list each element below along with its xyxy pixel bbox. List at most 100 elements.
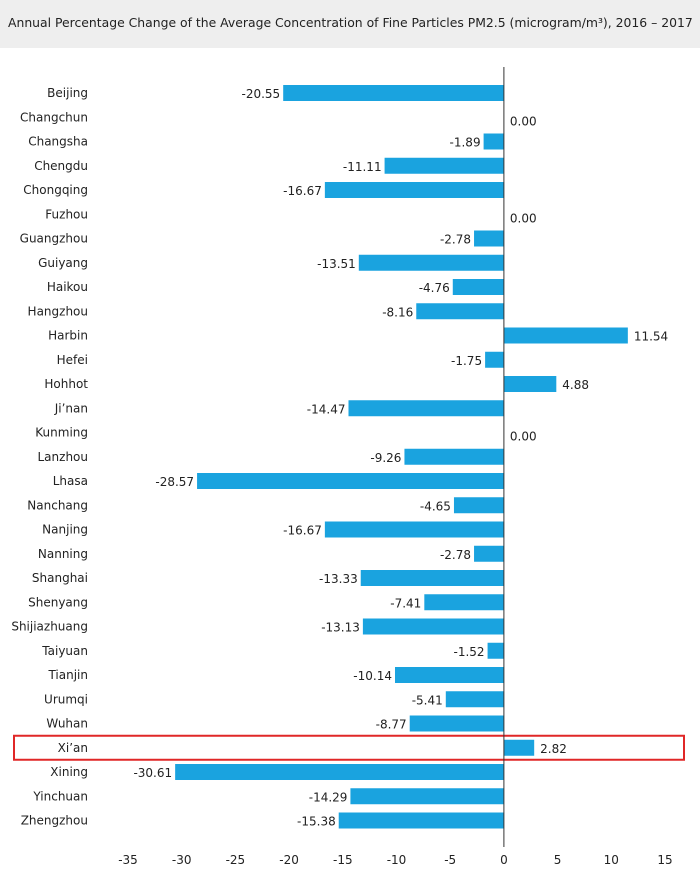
bar <box>485 351 504 368</box>
bar <box>483 133 504 150</box>
category-label: Zhengzhou <box>21 814 88 828</box>
value-label: -4.76 <box>419 281 450 295</box>
value-label: -7.41 <box>390 596 421 610</box>
value-label: 0.00 <box>510 114 537 128</box>
bar <box>453 497 504 514</box>
category-label: Shanghai <box>32 571 88 585</box>
category-label: Fuzhou <box>45 207 88 221</box>
value-label: -16.67 <box>283 184 322 198</box>
category-label: Guiyang <box>38 256 88 270</box>
x-tick-label: -10 <box>387 853 407 867</box>
chart-title: Annual Percentage Change of the Average … <box>8 15 693 30</box>
highlight-box <box>13 734 685 761</box>
category-label: Changchun <box>20 110 88 124</box>
bar <box>503 739 535 756</box>
value-label: -8.16 <box>382 305 413 319</box>
bar <box>404 448 504 465</box>
category-label: Hefei <box>57 353 88 367</box>
x-tick-label: 10 <box>604 853 619 867</box>
bar <box>416 303 504 320</box>
category-label: Chongqing <box>23 183 88 197</box>
bar <box>487 642 504 659</box>
bar <box>503 327 628 344</box>
value-label: -14.29 <box>309 790 348 804</box>
x-tick-label: 5 <box>554 853 562 867</box>
bar <box>324 182 504 198</box>
bar <box>409 715 504 732</box>
bar <box>474 230 504 247</box>
x-tick-label: -30 <box>172 853 192 867</box>
bar <box>424 594 504 611</box>
x-tick-label: 0 <box>500 853 508 867</box>
value-label: -11.11 <box>343 160 382 174</box>
bar <box>283 85 504 101</box>
category-label: Xining <box>50 765 88 779</box>
bar <box>503 376 557 392</box>
x-tick-label: -5 <box>444 853 456 867</box>
bar <box>358 254 504 271</box>
bar <box>348 400 504 417</box>
bar <box>362 618 504 635</box>
category-label: Nanjing <box>42 523 88 537</box>
bar <box>394 667 504 683</box>
value-label: -13.33 <box>319 572 358 586</box>
category-label: Nanchang <box>27 498 88 512</box>
category-label: Wuhan <box>46 717 88 731</box>
x-tick-label: -25 <box>226 853 246 867</box>
value-label: -28.57 <box>155 475 194 489</box>
value-label: -1.75 <box>451 354 482 368</box>
value-label: -30.61 <box>133 766 172 780</box>
value-label: -14.47 <box>307 402 346 416</box>
category-label: Shenyang <box>28 595 88 609</box>
x-tick-label: 15 <box>657 853 672 867</box>
bar <box>350 788 504 805</box>
value-label: 0.00 <box>510 430 537 444</box>
bar <box>360 570 504 586</box>
value-label: -16.67 <box>283 524 322 538</box>
value-label: 2.82 <box>540 742 567 756</box>
x-tick-label: -20 <box>279 853 299 867</box>
value-label: -4.65 <box>420 499 451 513</box>
value-label: -8.77 <box>376 718 407 732</box>
title-bar: Annual Percentage Change of the Average … <box>0 0 700 48</box>
value-label: -2.78 <box>440 548 471 562</box>
value-label: -2.78 <box>440 233 471 247</box>
bar <box>474 545 504 562</box>
category-label: Shijiazhuang <box>11 620 88 634</box>
category-label: Lhasa <box>53 474 88 488</box>
bar <box>338 812 504 829</box>
bar <box>197 473 504 489</box>
category-label: Ji’nan <box>54 401 88 415</box>
category-label: Urumqi <box>44 692 88 706</box>
category-label: Hohhot <box>44 377 88 391</box>
value-label: -1.89 <box>450 136 481 150</box>
value-label: -20.55 <box>242 87 281 101</box>
category-label: Beijing <box>47 86 88 100</box>
x-tick-label: -35 <box>118 853 138 867</box>
value-label: 4.88 <box>562 378 589 392</box>
category-label: Lanzhou <box>38 450 89 464</box>
x-tick-label: -15 <box>333 853 353 867</box>
category-label: Guangzhou <box>20 232 88 246</box>
value-label: -5.41 <box>412 693 443 707</box>
bar <box>324 521 504 538</box>
category-label: Chengdu <box>34 159 88 173</box>
value-label: 11.54 <box>634 330 668 344</box>
value-label: -13.51 <box>317 257 356 271</box>
category-label: Haikou <box>47 280 88 294</box>
category-label: Yinchuan <box>32 789 88 803</box>
value-label: 0.00 <box>510 211 537 225</box>
value-label: -15.38 <box>297 815 336 829</box>
bar <box>452 279 504 295</box>
bar <box>384 157 504 174</box>
category-label: Changsha <box>28 135 88 149</box>
category-label: Taiyuan <box>41 644 88 658</box>
bar <box>445 691 504 708</box>
category-label: Xi’an <box>58 741 88 755</box>
value-label: -10.14 <box>353 669 392 683</box>
value-label: -13.13 <box>321 621 360 635</box>
value-label: -1.52 <box>454 645 485 659</box>
category-label: Kunming <box>35 426 88 440</box>
category-label: Harbin <box>48 329 88 343</box>
